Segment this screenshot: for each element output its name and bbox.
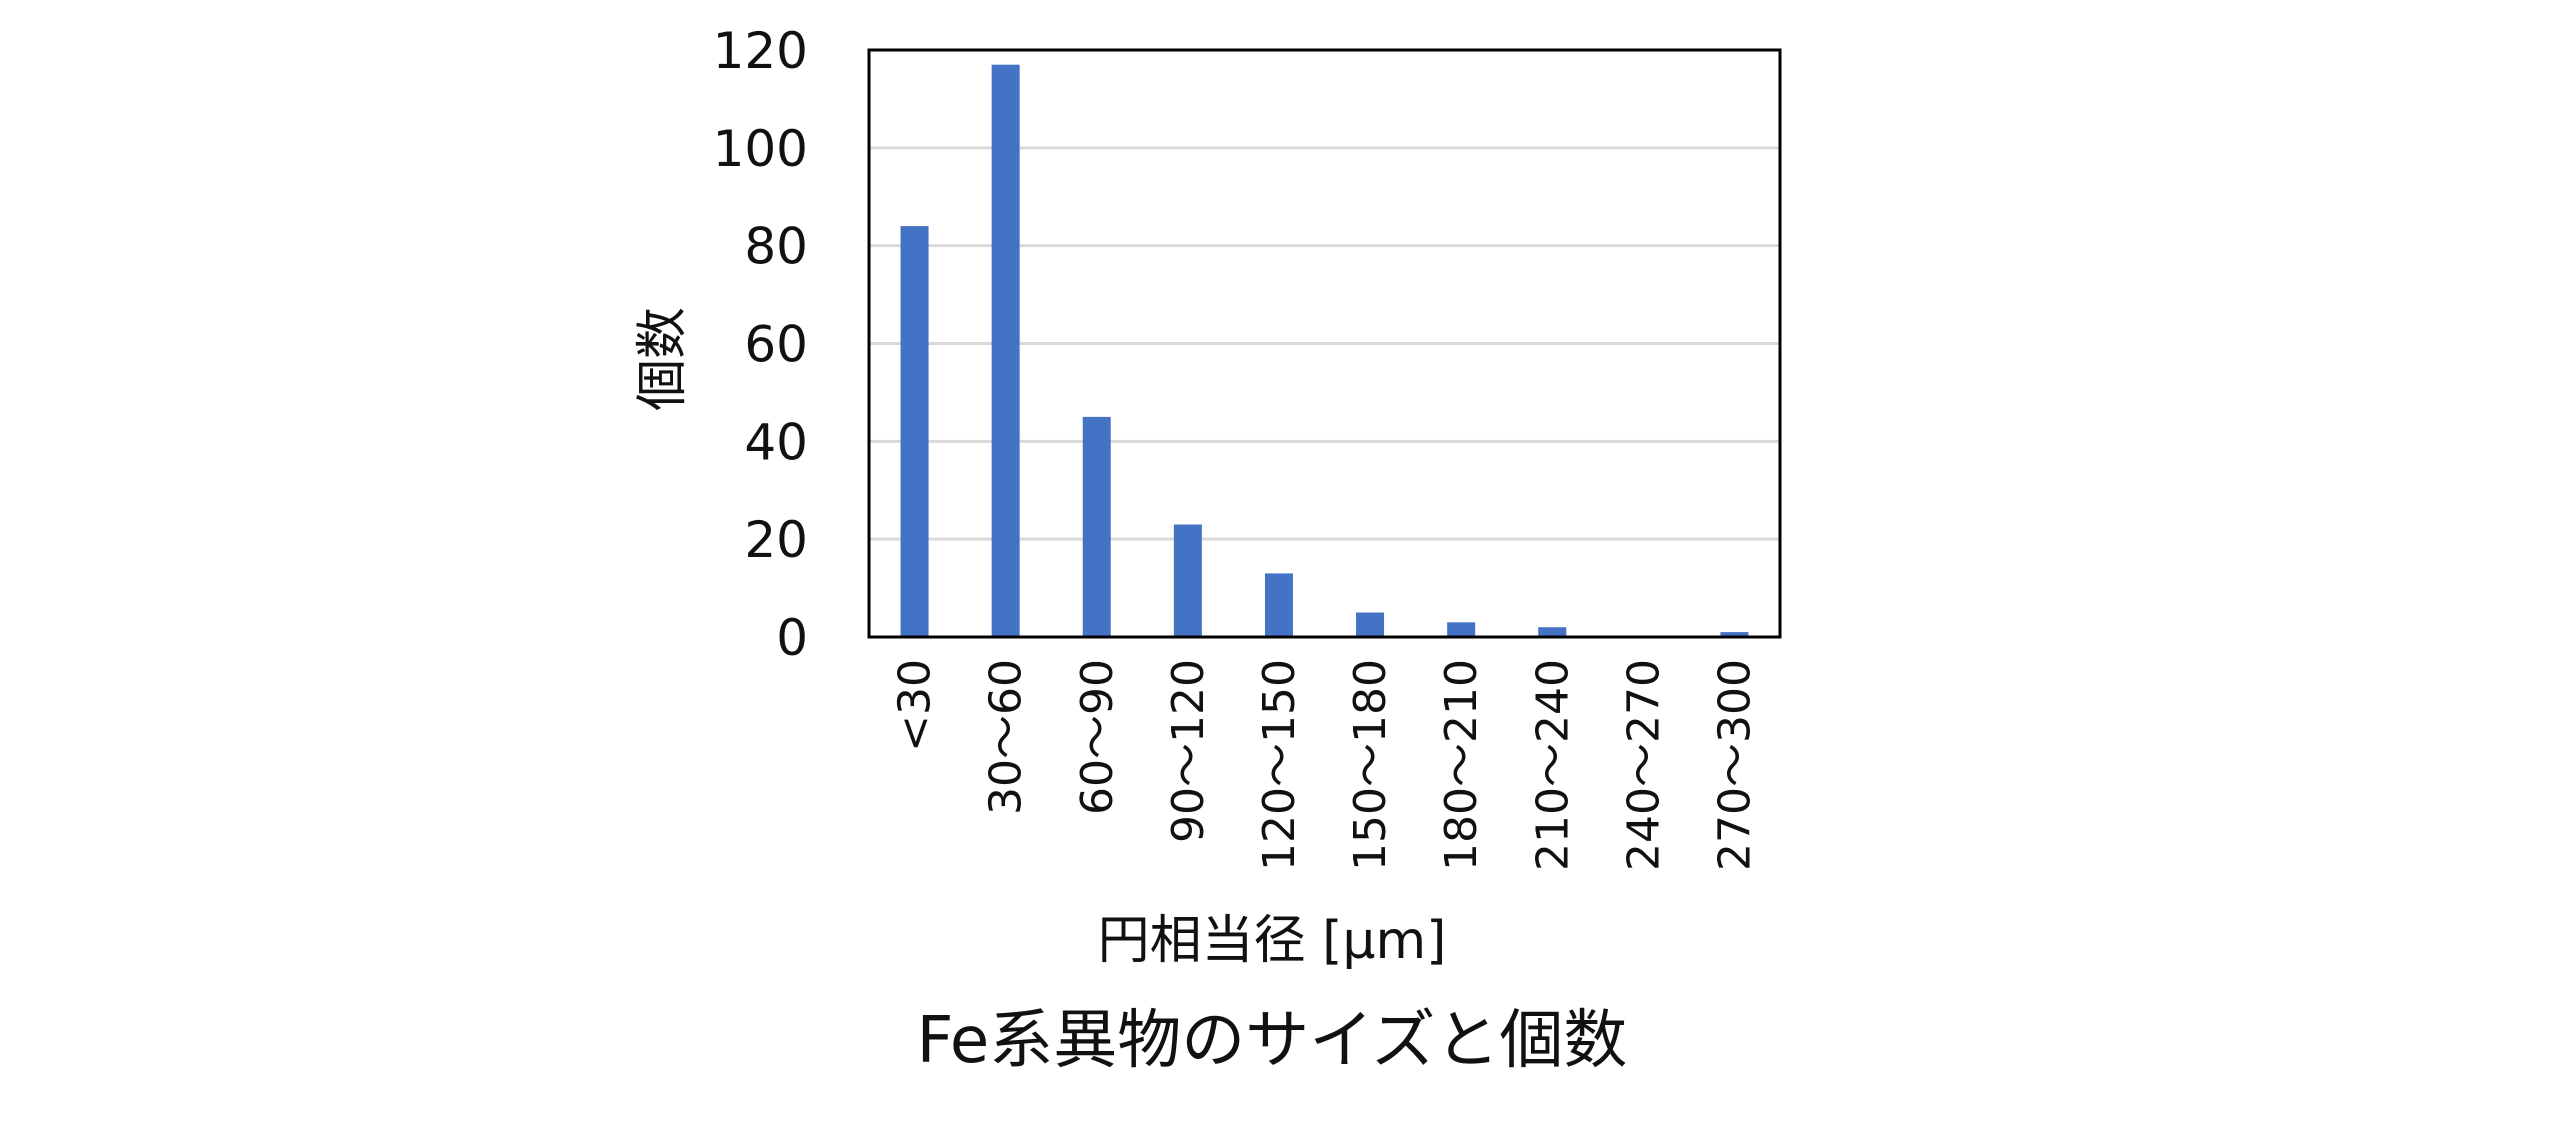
y-tick-labels: 0 20 40 60 80 100 120 — [713, 22, 808, 667]
bar — [1356, 612, 1385, 637]
bar — [991, 64, 1020, 638]
x-axis-label: 円相当径 [μm] — [1098, 911, 1447, 971]
x-tick-label: 180～210 — [1436, 659, 1487, 871]
bar — [1264, 573, 1293, 637]
bars — [900, 64, 1749, 638]
x-tick-label: 150～180 — [1345, 659, 1396, 871]
x-tick-label: 30～60 — [981, 659, 1032, 815]
y-tick-label: 40 — [744, 413, 808, 471]
bar — [1447, 622, 1476, 637]
x-tick-label: 210～240 — [1527, 659, 1578, 871]
x-tick-label: 270～300 — [1709, 659, 1760, 871]
x-tick-labels: <30 30～60 60～90 90～120 120～150 150～180 180～210… — [890, 659, 1761, 871]
plot-frame — [867, 48, 1782, 639]
x-tick-label: 60～90 — [1072, 659, 1123, 815]
y-tick-label: 120 — [713, 22, 808, 80]
x-tick-label: 90～120 — [1163, 659, 1214, 843]
y-tick-label: 0 — [776, 609, 808, 667]
bar — [1082, 416, 1111, 637]
bar — [1173, 524, 1202, 637]
y-tick-label: 20 — [744, 511, 808, 569]
chart-title: Fe系異物のサイズと個数 — [917, 1004, 1628, 1078]
y-tick-label: 60 — [744, 316, 808, 374]
x-tick-label: <30 — [890, 659, 941, 752]
bar — [900, 226, 929, 637]
bar — [1720, 632, 1749, 637]
bar — [1538, 627, 1567, 637]
y-axis-label: 個数 — [633, 307, 693, 411]
y-tick-label: 100 — [713, 120, 808, 178]
x-tick-label: 120～150 — [1254, 659, 1305, 871]
x-tick-label: 240～270 — [1618, 659, 1669, 871]
y-tick-label: 80 — [744, 218, 808, 276]
